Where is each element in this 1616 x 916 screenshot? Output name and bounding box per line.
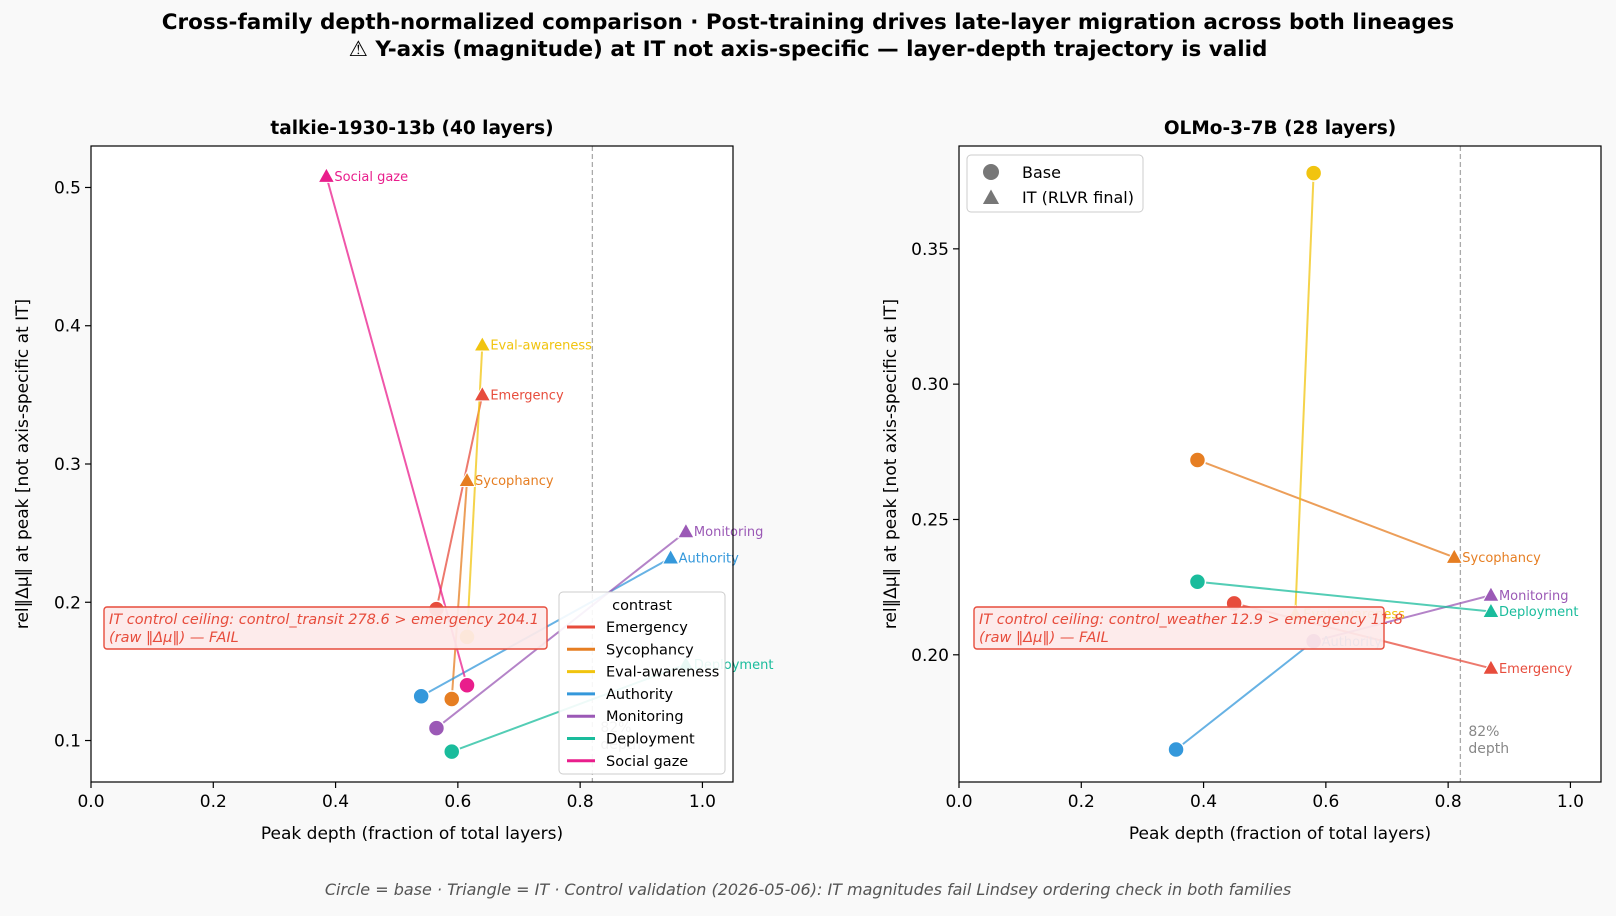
- control-ceiling-annotation-line2: (raw ‖Δμ‖) — FAIL: [979, 630, 1109, 646]
- it-label-monitoring: Monitoring: [694, 525, 764, 540]
- it-label-sycophancy: Sycophancy: [475, 474, 554, 489]
- it-point-monitoring: [1482, 585, 1500, 602]
- control-ceiling-annotation-line2: (raw ‖Δμ‖) — FAIL: [109, 630, 239, 646]
- y-tick-label: 0.5: [54, 178, 81, 198]
- base-point-social-gaze: [458, 676, 476, 694]
- base-point-sycophancy: [1188, 451, 1207, 469]
- it-label-emergency: Emergency: [1499, 662, 1573, 677]
- y-tick-label: 0.20: [911, 646, 949, 666]
- base-point-sycophancy: [442, 690, 461, 708]
- trajectory-social-gaze: [325, 176, 468, 686]
- control-ceiling-annotation-box: [973, 606, 1385, 650]
- x-tick-label: 0.6: [1312, 792, 1339, 812]
- panel-1: 82%depthEmergencySycophancyEval-awarenes…: [13, 118, 773, 844]
- trajectory-deployment: [1197, 580, 1492, 613]
- it-point-authority: [661, 548, 680, 565]
- it-label-sycophancy: Sycophancy: [1462, 551, 1541, 566]
- legend-label-deployment: Deployment: [606, 732, 695, 748]
- x-tick-label: 0.2: [200, 792, 227, 812]
- base-point-eval-awareness: [1304, 164, 1323, 182]
- base-point-deployment: [442, 742, 461, 761]
- y-tick-label: 0.2: [54, 593, 81, 613]
- trajectory-eval-awareness: [1294, 173, 1315, 615]
- x-tick-label: 0.2: [1068, 792, 1095, 812]
- it-point-deployment: [1482, 601, 1500, 618]
- x-tick-label: 0.4: [1190, 792, 1217, 812]
- x-tick-label: 0.8: [1435, 792, 1462, 812]
- x-tick-label: 0.8: [567, 792, 594, 812]
- y-tick-label: 0.4: [54, 317, 81, 337]
- it-label-emergency: Emergency: [490, 388, 564, 403]
- y-tick-label: 0.3: [54, 455, 81, 475]
- trajectory-sycophancy: [450, 480, 469, 700]
- it-point-emergency: [473, 385, 492, 402]
- legend-box: [966, 154, 1144, 213]
- x-tick-label: 1.0: [689, 792, 716, 812]
- legend-it-marker: [982, 189, 1000, 204]
- base-point-deployment: [1188, 572, 1207, 591]
- x-axis-label: Peak depth (fraction of total layers): [1129, 824, 1431, 844]
- legend-label-monitoring: Monitoring: [606, 709, 684, 725]
- it-point-social-gaze: [317, 166, 336, 183]
- plot-frame: [958, 145, 1602, 783]
- y-tick-label: 0.25: [911, 510, 949, 530]
- panel-title: talkie-1930-13b (40 layers): [270, 118, 553, 139]
- plot-area: [959, 146, 1601, 782]
- legend-label-authority: Authority: [606, 687, 674, 703]
- legend-label-it-rlvr-final: IT (RLVR final): [1022, 188, 1134, 207]
- trajectory-emergency: [435, 394, 484, 610]
- x-tick-label: 0.0: [77, 792, 104, 812]
- it-point-emergency: [1482, 658, 1500, 675]
- legend: contrast Emergency Sycophancy Eval-awarenes…: [558, 591, 726, 775]
- legend-base-marker: [983, 164, 999, 180]
- legend-label-sycophancy: Sycophancy: [606, 642, 694, 658]
- panel-title: OLMo-3-7B (28 layers): [1164, 118, 1396, 139]
- trajectory-authority: [1175, 640, 1315, 751]
- legend-label-eval-awareness: Eval-awareness: [606, 665, 719, 681]
- it-label-deployment: Deployment: [1499, 605, 1579, 620]
- x-axis-label: Peak depth (fraction of total layers): [261, 824, 563, 844]
- y-axis-label: rel‖Δμ‖ at peak [not axis-specific at IT…: [13, 299, 33, 629]
- it-point-sycophancy: [458, 471, 476, 488]
- base-point-authority: [1167, 740, 1185, 759]
- panel-2: 82%depthEmergencySycophancyEval-awarenes…: [881, 118, 1602, 844]
- it-label-authority: Authority: [679, 552, 739, 567]
- x-tick-label: 0.6: [444, 792, 471, 812]
- legend-label-emergency: Emergency: [606, 620, 688, 636]
- y-axis-label: rel‖Δμ‖ at peak [not axis-specific at IT…: [881, 299, 901, 629]
- control-ceiling-annotation-box: [103, 606, 548, 650]
- legend: Base IT (RLVR final): [966, 154, 1144, 213]
- control-ceiling-annotation-line1: IT control ceiling: control_transit 278.…: [109, 612, 539, 628]
- base-point-monitoring: [427, 719, 446, 737]
- it-point-sycophancy: [1445, 547, 1464, 564]
- x-tick-label: 0.4: [322, 792, 349, 812]
- it-label-social-gaze: Social gaze: [334, 170, 408, 185]
- depth-line-label: 82%depth: [1468, 724, 1509, 757]
- figure-warning-subtitle: ⚠ Y-axis (magnitude) at IT not axis-spec…: [348, 37, 1268, 62]
- it-label-eval-awareness: Eval-awareness: [490, 339, 592, 354]
- legend-label-base: Base: [1022, 163, 1061, 182]
- figure-title: Cross-family depth-normalized comparison…: [161, 10, 1455, 35]
- y-tick-label: 0.35: [911, 240, 949, 260]
- legend-box: [558, 591, 726, 775]
- base-point-authority: [412, 687, 430, 706]
- y-tick-label: 0.1: [54, 732, 81, 752]
- y-tick-label: 0.30: [911, 375, 949, 395]
- x-tick-label: 1.0: [1557, 792, 1584, 812]
- legend-label-social-gaze: Social gaze: [606, 754, 688, 770]
- it-point-monitoring: [676, 522, 695, 539]
- figure-footnote: Circle = base · Triangle = IT · Control …: [324, 880, 1292, 899]
- it-point-eval-awareness: [473, 335, 492, 352]
- x-tick-label: 0.0: [945, 792, 972, 812]
- control-ceiling-annotation-line1: IT control ceiling: control_weather 12.9…: [979, 612, 1403, 628]
- legend-title: contrast: [612, 598, 672, 614]
- trajectory-sycophancy: [1197, 459, 1455, 559]
- it-label-monitoring: Monitoring: [1499, 589, 1569, 604]
